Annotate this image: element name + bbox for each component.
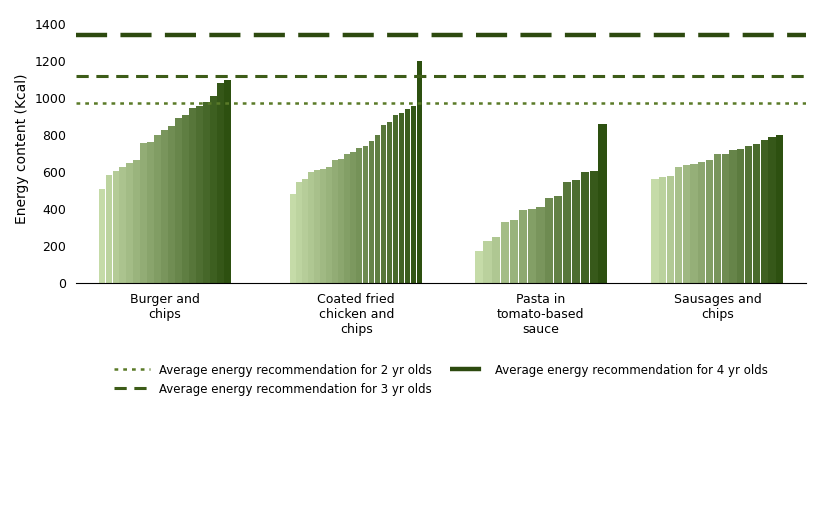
Bar (417, 61, 423, 283)
Bar (308, 172, 313, 283)
Bar (296, 182, 302, 283)
Bar (161, 130, 168, 283)
Bar (483, 241, 491, 283)
Bar (119, 167, 126, 283)
Bar (218, 83, 223, 283)
Y-axis label: Energy content (Kcal): Energy content (Kcal) (15, 74, 29, 224)
Bar (659, 176, 667, 283)
Bar (98, 189, 105, 283)
Bar (387, 122, 392, 283)
Bar (714, 154, 721, 283)
Bar (351, 152, 356, 283)
Bar (375, 135, 380, 283)
Bar (320, 169, 326, 283)
Bar (399, 113, 404, 283)
Bar (411, 106, 416, 283)
Bar (338, 159, 344, 283)
Bar (380, 125, 386, 283)
Bar (571, 181, 580, 283)
Legend: Average energy recommendation for 2 yr olds, Average energy recommendation for 3: Average energy recommendation for 2 yr o… (114, 364, 767, 396)
Bar (127, 163, 133, 283)
Bar (675, 167, 682, 283)
Bar (777, 135, 783, 283)
Bar (290, 194, 296, 283)
Bar (332, 160, 338, 283)
Bar (722, 153, 729, 283)
Bar (581, 172, 589, 283)
Bar (590, 171, 598, 283)
Bar (475, 250, 483, 283)
Bar (210, 96, 217, 283)
Bar (753, 144, 760, 283)
Bar (404, 109, 410, 283)
Bar (155, 135, 160, 283)
Bar (682, 165, 690, 283)
Bar (691, 164, 698, 283)
Bar (761, 140, 767, 283)
Bar (362, 146, 368, 283)
Bar (141, 144, 147, 283)
Bar (314, 170, 320, 283)
Bar (344, 153, 350, 283)
Bar (224, 80, 231, 283)
Bar (356, 148, 362, 283)
Bar (706, 160, 713, 283)
Bar (729, 150, 737, 283)
Bar (369, 141, 374, 283)
Bar (302, 180, 308, 283)
Bar (182, 115, 189, 283)
Bar (554, 196, 562, 283)
Bar (106, 175, 112, 283)
Bar (768, 137, 776, 283)
Bar (737, 149, 744, 283)
Bar (501, 222, 509, 283)
Bar (492, 236, 500, 283)
Bar (147, 142, 154, 283)
Bar (652, 180, 658, 283)
Bar (599, 124, 606, 283)
Bar (519, 210, 527, 283)
Bar (537, 207, 545, 283)
Bar (393, 115, 399, 283)
Bar (667, 176, 674, 283)
Bar (698, 162, 705, 283)
Bar (327, 167, 332, 283)
Bar (745, 146, 753, 283)
Bar (175, 119, 182, 283)
Bar (545, 198, 553, 283)
Bar (133, 160, 140, 283)
Bar (563, 182, 571, 283)
Bar (189, 108, 196, 283)
Bar (196, 106, 203, 283)
Bar (510, 220, 518, 283)
Bar (169, 126, 174, 283)
Bar (112, 171, 119, 283)
Bar (528, 209, 536, 283)
Bar (203, 102, 210, 283)
